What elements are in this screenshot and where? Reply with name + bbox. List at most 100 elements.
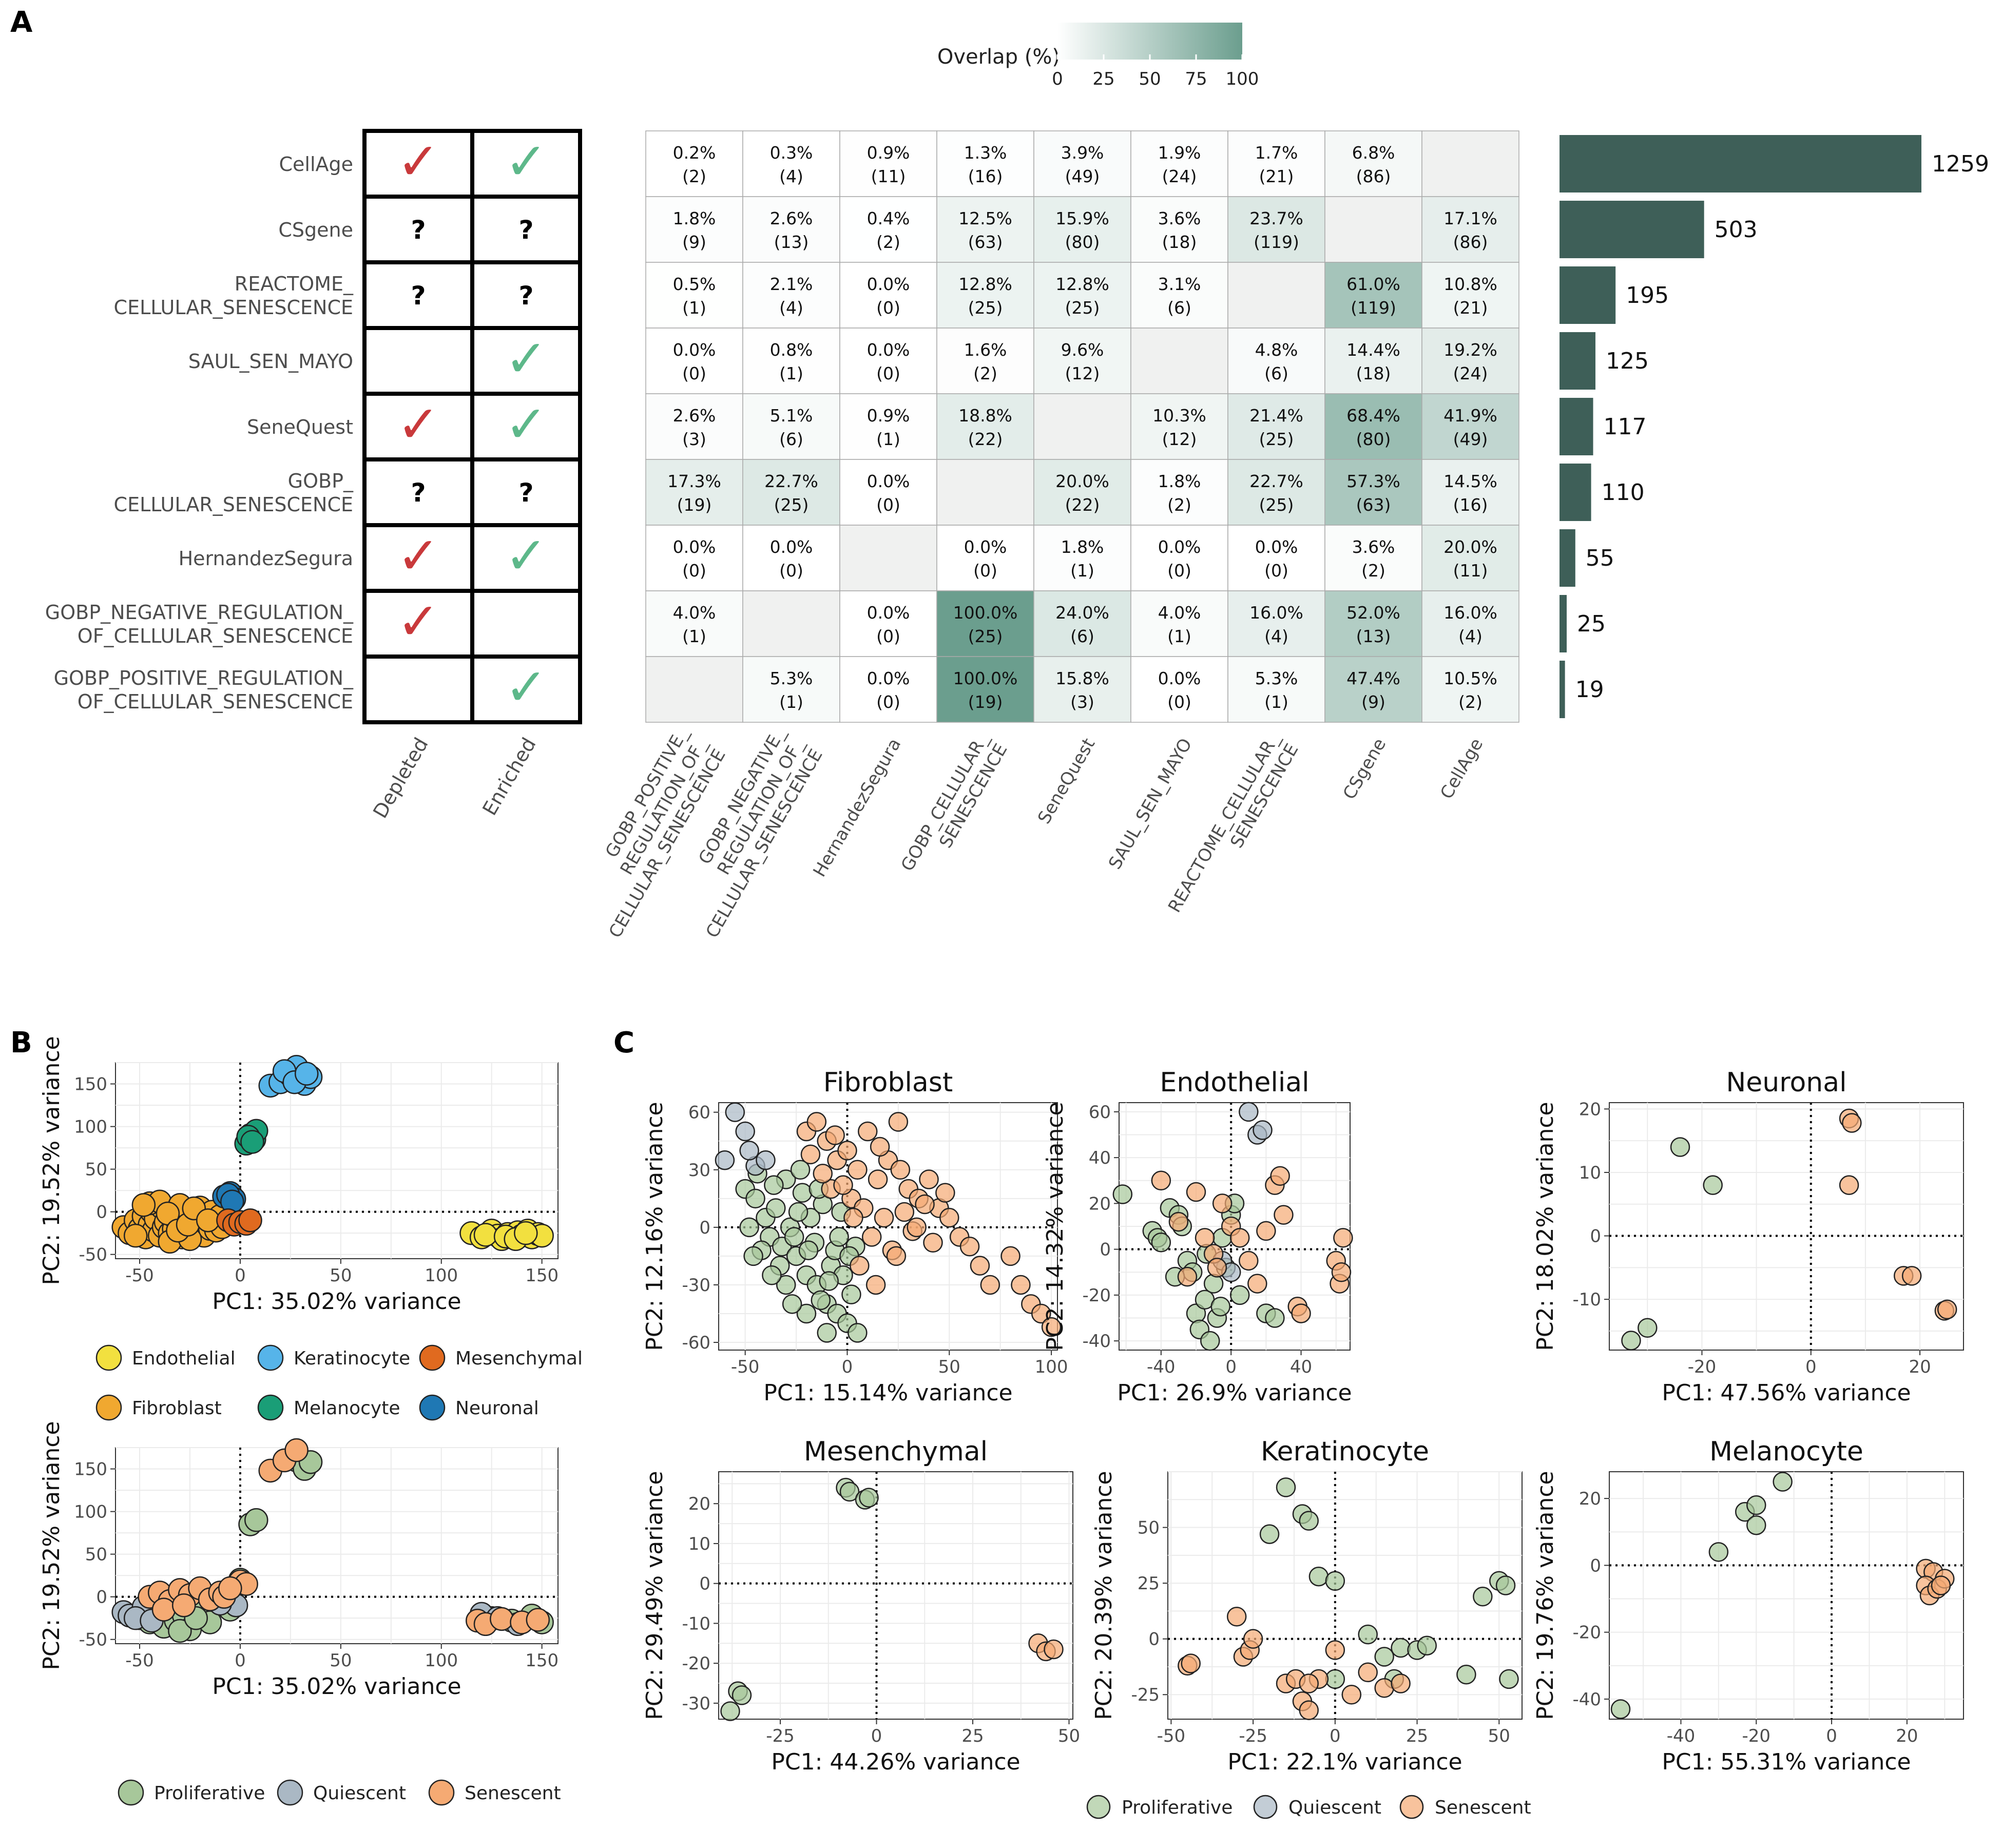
heatmap-cell-percent: 1.6% bbox=[964, 340, 1007, 360]
scatter-point bbox=[473, 1223, 498, 1247]
y-tick-label: -20 bbox=[1572, 1623, 1601, 1643]
heatmap-cell-percent: 0.0% bbox=[1255, 537, 1298, 557]
heatmap-cell bbox=[1130, 196, 1228, 263]
y-axis-label: PC2: 19.52% variance bbox=[38, 1036, 65, 1285]
scatter-point bbox=[1325, 1571, 1345, 1591]
heatmap-cell-count: (1) bbox=[1167, 626, 1191, 646]
heatmap-cell bbox=[1324, 459, 1422, 526]
heatmap-cell bbox=[1421, 393, 1519, 460]
gene-count-label: 195 bbox=[1626, 282, 1669, 309]
x-axis-label: PC1: 47.56% variance bbox=[1662, 1380, 1911, 1406]
heatmap-cell bbox=[742, 328, 840, 394]
scatter-point bbox=[776, 1275, 796, 1295]
heatmap-cell-percent: 0.0% bbox=[867, 471, 910, 491]
legend-state-c-label: Senescent bbox=[1435, 1797, 1531, 1818]
scatter-point bbox=[756, 1150, 776, 1170]
scatter-point bbox=[813, 1163, 833, 1184]
heatmap-cell-count: (0) bbox=[876, 495, 900, 515]
heatmap-cell-count: (119) bbox=[1351, 298, 1396, 318]
y-tick-label: 50 bbox=[85, 1545, 107, 1565]
heatmap-cell-count: (6) bbox=[779, 429, 803, 449]
scatter-point bbox=[888, 1112, 909, 1132]
scatter-point bbox=[240, 1130, 264, 1154]
row-label: GOBP_ bbox=[288, 470, 354, 492]
heatmap-cell-percent: 0.0% bbox=[1158, 668, 1201, 688]
scatter-point bbox=[857, 1121, 878, 1142]
heatmap-cell-count: (21) bbox=[1259, 166, 1294, 186]
legend-celltype-label: Endothelial bbox=[132, 1348, 236, 1369]
scatter-point bbox=[859, 1488, 879, 1508]
heatmap-cell-percent: 2.6% bbox=[770, 208, 813, 228]
legend-celltype-label: Melanocyte bbox=[294, 1398, 400, 1419]
facet-title: Mesenchymal bbox=[804, 1436, 988, 1467]
heatmap-cell-percent: 1.7% bbox=[1255, 143, 1298, 163]
heatmap-cell-count: (0) bbox=[973, 561, 997, 581]
heatmap-cell bbox=[1324, 130, 1422, 197]
heatmap-cell bbox=[742, 459, 840, 526]
y-tick-label: -30 bbox=[682, 1275, 710, 1296]
scatter-point bbox=[1203, 1274, 1224, 1294]
heatmap-cell-count: (6) bbox=[1264, 363, 1288, 383]
heatmap-cell-count: (11) bbox=[871, 166, 906, 186]
heatmap-cell-percent: 100.0% bbox=[953, 603, 1018, 623]
heatmap-cell bbox=[1130, 328, 1228, 394]
scatter-point bbox=[1256, 1221, 1276, 1241]
heatmap-cell bbox=[1033, 656, 1131, 723]
heatmap-cell-percent: 15.9% bbox=[1055, 208, 1109, 228]
legend-state-label: Quiescent bbox=[313, 1783, 406, 1804]
heatmap-cell-percent: 9.6% bbox=[1061, 340, 1104, 360]
heatmap-cell-count: (6) bbox=[1070, 626, 1094, 646]
scatter-point bbox=[874, 1207, 894, 1228]
column-label: GOBP_CELLULAR_SENESCENCE bbox=[897, 729, 1012, 875]
heatmap-cell-percent: 0.4% bbox=[867, 208, 910, 228]
heatmap-cell-percent: 17.1% bbox=[1443, 208, 1497, 228]
row-label: GOBP_POSITIVE_REGULATION_ bbox=[54, 667, 354, 689]
heatmap-cell bbox=[742, 590, 840, 657]
heatmap-cell bbox=[1227, 590, 1325, 657]
heatmap-cell-percent: 10.3% bbox=[1152, 406, 1206, 426]
scatter-point bbox=[171, 1593, 196, 1618]
row-label: CELLULAR_SENESCENCE bbox=[114, 493, 353, 516]
scatter-point bbox=[766, 1198, 786, 1218]
legend-state-c-key bbox=[1399, 1795, 1424, 1819]
y-tick-label: 0 bbox=[699, 1574, 710, 1594]
y-tick-label: -20 bbox=[682, 1653, 710, 1674]
scatter-point bbox=[1151, 1232, 1171, 1253]
gene-count-label: 117 bbox=[1604, 414, 1647, 440]
depleted-check-icon: ✓ bbox=[397, 131, 440, 191]
x-tick-label: 0 bbox=[842, 1357, 853, 1377]
scatter-point bbox=[1746, 1515, 1766, 1535]
heatmap-cell-count: (49) bbox=[1065, 166, 1100, 186]
y-tick-label: -60 bbox=[682, 1333, 710, 1353]
scatter-point bbox=[762, 1265, 782, 1285]
heatmap-cell-percent: 21.4% bbox=[1249, 406, 1303, 426]
heatmap-cell-percent: 19.2% bbox=[1443, 340, 1497, 360]
scatter-point bbox=[1253, 1120, 1273, 1140]
heatmap-cell-count: (4) bbox=[779, 166, 803, 186]
x-tick-label: 0 bbox=[235, 1650, 246, 1671]
y-tick-label: 0 bbox=[96, 1587, 107, 1608]
scatter-point bbox=[1181, 1653, 1201, 1673]
row-label: OF_CELLULAR_SENESCENCE bbox=[78, 625, 353, 647]
heatmap-cell bbox=[936, 525, 1034, 591]
heatmap-cell-percent: 20.0% bbox=[1443, 537, 1497, 557]
heatmap-cell-count: (13) bbox=[1356, 626, 1391, 646]
heatmap-cell bbox=[1324, 328, 1422, 394]
legend-state-key bbox=[428, 1779, 455, 1806]
overlap-legend-tick-label: 100 bbox=[1226, 69, 1259, 89]
scatter-point bbox=[1610, 1699, 1631, 1719]
scatter-point bbox=[1210, 1296, 1230, 1317]
heatmap-cell bbox=[1421, 525, 1519, 591]
scatter-point bbox=[1621, 1331, 1641, 1351]
heatmap-cell bbox=[645, 196, 743, 263]
heatmap-cell-count: (0) bbox=[682, 561, 706, 581]
scatter-point bbox=[980, 1275, 1000, 1295]
heatmap-cell-count: (0) bbox=[779, 561, 803, 581]
scatter-point bbox=[745, 1188, 765, 1209]
legend-celltype-key bbox=[257, 1394, 284, 1421]
heatmap-cell bbox=[1324, 196, 1422, 263]
panel-label-a: A bbox=[10, 6, 33, 39]
heatmap-cell-count: (0) bbox=[1264, 561, 1288, 581]
heatmap-cell bbox=[839, 525, 937, 591]
scatter-point bbox=[1746, 1495, 1766, 1515]
